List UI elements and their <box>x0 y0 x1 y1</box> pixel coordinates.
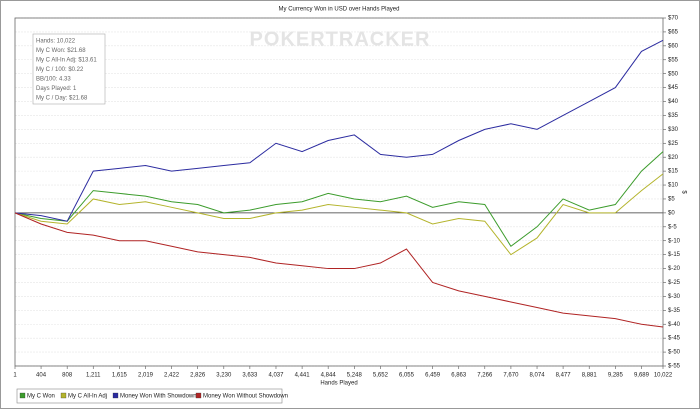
legend-label: Money Won With Showdown <box>120 394 197 400</box>
y-tick-label: $0 <box>668 210 675 216</box>
info-box <box>32 33 106 105</box>
chart-title: My Currency Won in USD over Hands Played <box>279 7 400 13</box>
y-tick-label: $65 <box>668 29 679 35</box>
series-line <box>14 39 664 222</box>
legend-label: My C Won <box>27 394 55 400</box>
y-tick-label: $20 <box>668 155 679 161</box>
plot-border <box>14 17 664 367</box>
y-tick-label: $25 <box>668 141 679 147</box>
y-tick-label: $15 <box>668 169 679 175</box>
y-tick-label: $55 <box>668 57 679 63</box>
y-tick-label: $-30 <box>668 294 681 300</box>
x-tick-label: 8,074 <box>530 373 546 379</box>
y-tick-label: $10 <box>668 183 679 189</box>
y-tick-label: $-25 <box>668 280 681 286</box>
legend-box <box>16 388 283 404</box>
x-tick-label: 7,266 <box>477 373 493 379</box>
y-tick-label: $-50 <box>668 350 681 356</box>
info-line: Days Played: 1 <box>36 86 77 92</box>
series-line <box>14 212 664 328</box>
x-tick-label: 1,211 <box>86 373 101 379</box>
x-tick-label: 9,285 <box>608 373 624 379</box>
legend-swatch <box>112 392 119 399</box>
y-tick-label: $-5 <box>668 224 677 230</box>
x-tick-label: 808 <box>62 373 73 379</box>
x-tick-label: 404 <box>36 373 47 379</box>
x-tick-label: 8,477 <box>556 373 572 379</box>
y-tick-label: $-10 <box>668 238 681 244</box>
x-tick-label: 5,248 <box>347 373 363 379</box>
legend-swatch <box>195 392 202 399</box>
info-line: My C Won: $21.68 <box>36 48 86 54</box>
x-tick-label: 1 <box>13 373 17 379</box>
info-line: Hands: 10,022 <box>36 39 76 45</box>
info-line: My C / 100: $0.22 <box>36 67 84 73</box>
x-tick-label: 7,670 <box>503 373 519 379</box>
y-tick-label: $-20 <box>668 266 681 272</box>
x-tick-label: 1,615 <box>112 373 128 379</box>
legend-label: Money Won Without Showdown <box>203 394 288 400</box>
x-tick-label: 2,826 <box>190 373 206 379</box>
info-line: My C / Day: $21.68 <box>36 96 88 102</box>
x-tick-label: 2,019 <box>138 373 154 379</box>
y-tick-label: $50 <box>668 71 679 77</box>
y-tick-label: $70 <box>668 16 679 22</box>
y-tick-label: $60 <box>668 43 679 49</box>
y-tick-label: $-15 <box>668 252 681 258</box>
series-line <box>14 173 664 256</box>
y-tick-label: $-55 <box>668 364 681 370</box>
x-axis-label: Hands Played <box>320 381 357 387</box>
watermark: POKERTRACKER <box>250 28 431 50</box>
x-tick-label: 4,037 <box>268 373 284 379</box>
x-tick-label: 2,422 <box>164 373 180 379</box>
info-line: BB/100: 4.33 <box>36 77 71 83</box>
x-tick-label: 5,652 <box>373 373 389 379</box>
y-tick-label: $45 <box>668 85 679 91</box>
x-tick-label: 4,441 <box>295 373 311 379</box>
y-tick-label: $40 <box>668 99 679 105</box>
series-line <box>14 151 664 248</box>
y-tick-label: $-40 <box>668 322 681 328</box>
x-tick-label: 10,022 <box>654 373 673 379</box>
x-tick-label: 3,633 <box>242 373 258 379</box>
y-tick-label: $-45 <box>668 336 681 342</box>
x-tick-label: 6,459 <box>425 373 441 379</box>
y-axis-label: $ <box>680 190 686 194</box>
x-tick-label: 4,844 <box>321 373 337 379</box>
legend-swatch <box>60 392 67 399</box>
y-tick-label: $-35 <box>668 308 681 314</box>
legend-swatch <box>19 392 26 399</box>
x-tick-label: 6,863 <box>451 373 467 379</box>
x-tick-label: 3,230 <box>216 373 232 379</box>
legend-label: My C All-In Adj <box>68 394 107 400</box>
x-tick-label: 8,881 <box>582 373 598 379</box>
y-tick-label: $35 <box>668 113 679 119</box>
x-tick-label: 6,055 <box>399 373 415 379</box>
info-line: My C All-In Adj: $13.61 <box>36 58 97 64</box>
x-tick-label: 9,689 <box>634 373 650 379</box>
y-tick-label: $5 <box>668 197 675 203</box>
y-tick-label: $30 <box>668 127 679 133</box>
